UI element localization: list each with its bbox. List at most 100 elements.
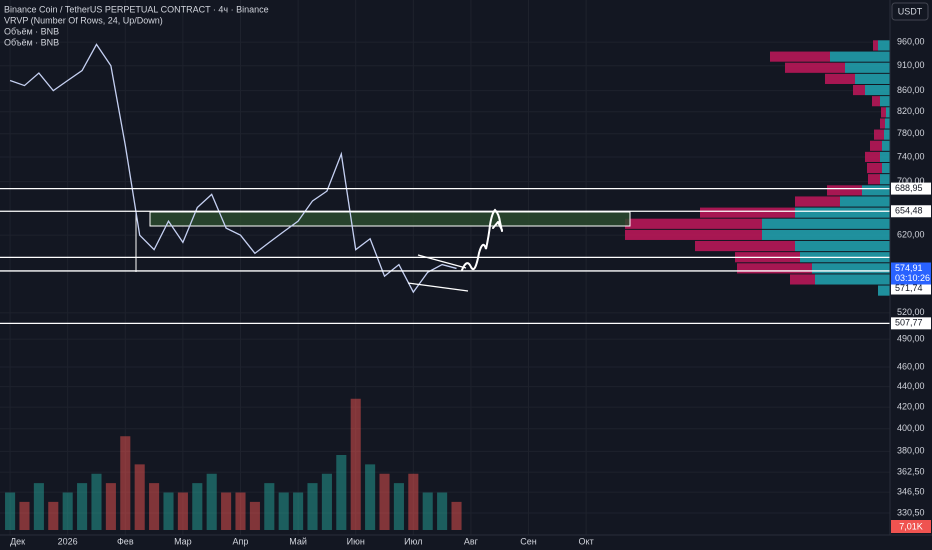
y-tick-label: 440,00 <box>897 381 925 391</box>
profile-down <box>700 207 795 218</box>
y-tick-label: 700,00 <box>897 176 925 186</box>
profile-down <box>853 84 865 96</box>
profile-up <box>830 51 890 62</box>
volume-bar <box>393 483 404 530</box>
volume-bar <box>19 501 30 530</box>
currency-label[interactable]: USDT <box>898 6 923 16</box>
zone-rectangle <box>149 211 631 227</box>
profile-up <box>812 263 890 274</box>
level-label: 571,74 <box>895 283 923 293</box>
x-tick-label: Мар <box>174 536 192 546</box>
profile-up <box>886 107 890 118</box>
volume-bar <box>221 492 232 530</box>
currency-button[interactable] <box>891 2 929 21</box>
y-tick-label: 820,00 <box>897 106 925 116</box>
profile-down <box>872 96 880 107</box>
volume-bar <box>192 483 203 530</box>
volume-bar <box>33 483 44 530</box>
profile-up <box>795 207 890 218</box>
profile-up <box>845 62 890 73</box>
profile-down <box>868 174 880 185</box>
profile-up <box>762 218 890 229</box>
volume-bar <box>350 398 361 530</box>
volume-bar <box>336 455 347 530</box>
level-label: 654,48 <box>895 206 923 216</box>
volume-bar <box>120 436 131 530</box>
y-tick-label: 960,00 <box>897 36 925 46</box>
y-tick-label: 420,00 <box>897 402 925 412</box>
profile-down <box>770 51 830 62</box>
profile-down <box>873 40 878 51</box>
profile-down <box>785 62 845 73</box>
profile-down <box>865 151 880 162</box>
x-tick-label: Июн <box>347 536 365 546</box>
x-tick-label: Сен <box>520 536 537 546</box>
volume-bar <box>149 483 160 530</box>
current-price-label: 574,91 <box>895 263 923 273</box>
profile-down <box>625 229 762 240</box>
indicator-label: VRVP (Number Of Rows, 24, Up/Down) <box>4 15 163 25</box>
levels <box>0 187 890 324</box>
grid <box>0 0 890 535</box>
indicator-label: Объём · BNB <box>4 26 59 36</box>
profile-up <box>880 151 890 162</box>
profile-down <box>870 140 882 151</box>
volume-bar <box>5 492 16 530</box>
y-tick-label: 380,00 <box>897 446 925 456</box>
profile-up <box>884 129 890 140</box>
profile-down <box>880 118 885 129</box>
volume-bar <box>249 501 260 530</box>
volume-bar <box>408 473 419 530</box>
countdown-label: 03:10:26 <box>895 273 930 283</box>
level-label: 507,77 <box>895 318 923 328</box>
profile-up <box>878 40 890 51</box>
profile-up <box>840 196 890 207</box>
profile-down <box>867 162 882 174</box>
price-line <box>9 43 457 294</box>
volume-bar <box>307 483 318 530</box>
y-tick-label: 330,50 <box>897 507 925 517</box>
y-tick-label: 362,50 <box>897 467 925 477</box>
level-label-bg <box>891 182 931 195</box>
y-tick-label: 400,00 <box>897 423 925 433</box>
volume-bar <box>379 473 390 530</box>
y-tick-label: 460,00 <box>897 361 925 371</box>
x-tick-label: 2026 <box>58 536 78 546</box>
x-tick-label: Апр <box>233 536 249 546</box>
x-tick-label: Июл <box>404 536 422 546</box>
x-tick-label: Май <box>289 536 307 546</box>
volume-bar <box>321 473 332 530</box>
level-label: 688,95 <box>895 183 923 193</box>
volume-bar <box>77 483 88 530</box>
y-tick-label: 620,00 <box>897 230 925 240</box>
profile-down <box>737 263 812 274</box>
profile-up <box>882 162 890 174</box>
volume-bar <box>105 483 116 530</box>
volume-bar <box>206 473 217 530</box>
profile-up <box>815 274 890 285</box>
x-tick-label: Фев <box>117 536 134 546</box>
volume-layer <box>5 398 462 530</box>
volume-bar <box>235 492 246 530</box>
profile-up <box>880 96 890 107</box>
current-price-bg <box>891 262 931 285</box>
y-tick-label: 780,00 <box>897 128 925 138</box>
volume-bar <box>278 492 289 530</box>
profile-up <box>878 285 890 296</box>
profile-down <box>795 196 840 207</box>
x-tick-label: Окт <box>579 536 594 546</box>
profile-up <box>855 73 890 84</box>
profile-up <box>865 84 890 96</box>
y-tick-label: 520,00 <box>897 307 925 317</box>
volume-bar <box>177 492 188 530</box>
volume-bar <box>134 464 145 530</box>
projection-arrow <box>461 208 503 271</box>
volume-label: 7,01K <box>899 521 923 531</box>
x-tick-label: Авг <box>464 536 479 546</box>
profile-up <box>862 185 890 196</box>
y-tick-label: 860,00 <box>897 85 925 95</box>
wedge-line <box>417 254 467 269</box>
volume-bar <box>48 501 59 530</box>
